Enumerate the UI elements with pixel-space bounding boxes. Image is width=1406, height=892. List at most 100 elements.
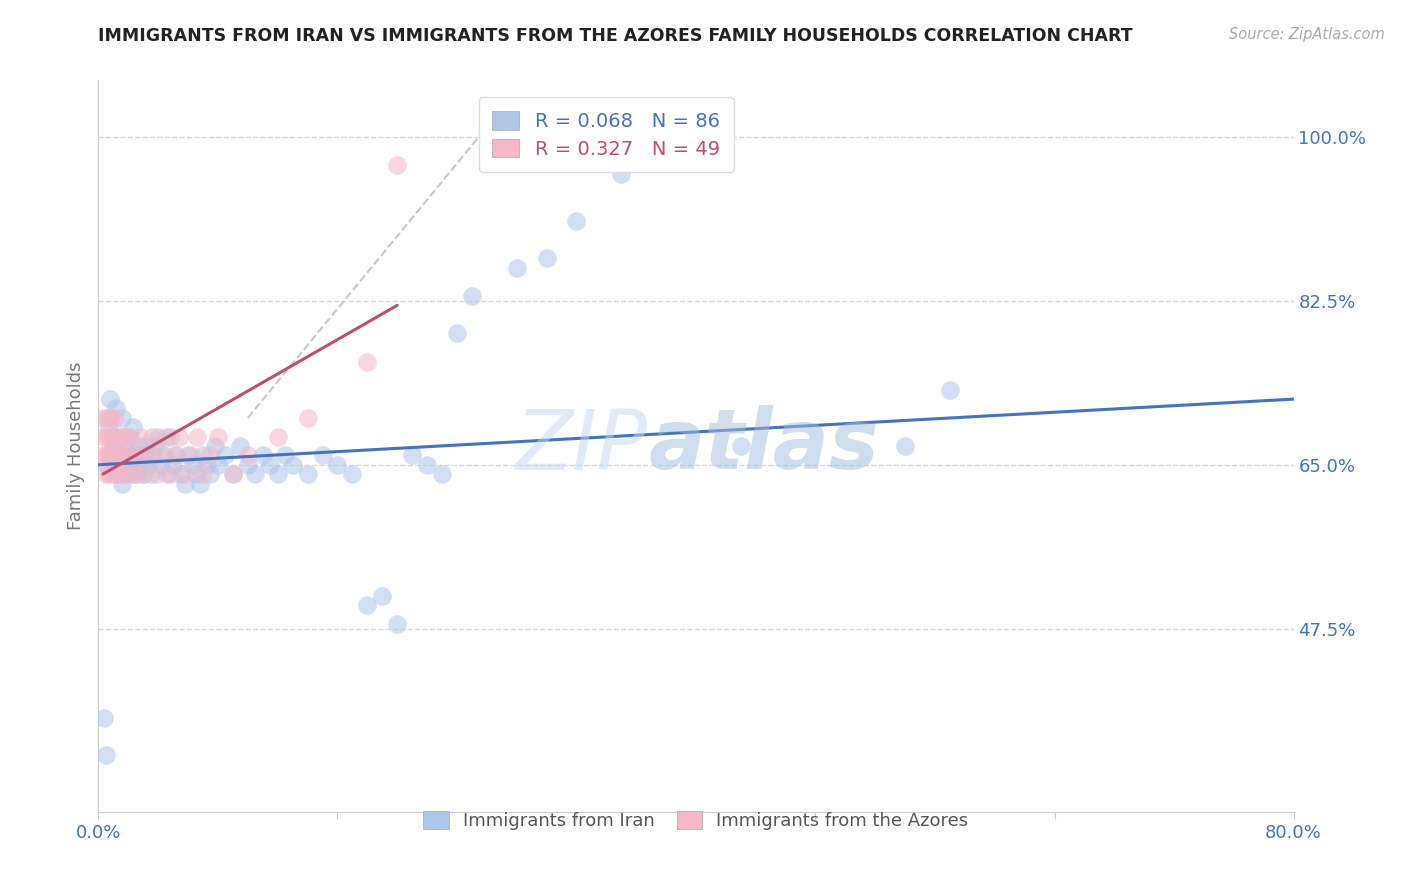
Point	[111, 467, 134, 482]
Point	[162, 458, 184, 472]
Point	[110, 449, 132, 463]
Point	[132, 467, 155, 482]
Point	[177, 449, 200, 463]
Point	[148, 429, 170, 443]
Point	[385, 617, 409, 632]
Point	[163, 449, 186, 463]
Point	[101, 449, 124, 463]
Y-axis label: Family Households: Family Households	[66, 362, 84, 530]
Point	[267, 429, 290, 443]
Point	[236, 449, 259, 463]
Point	[281, 458, 304, 472]
Point	[97, 449, 120, 463]
Point	[141, 429, 163, 443]
Point	[446, 326, 468, 341]
Point	[127, 467, 149, 482]
Point	[730, 439, 752, 453]
Point	[245, 467, 267, 482]
Point	[117, 449, 139, 463]
Point	[96, 458, 118, 472]
Point	[118, 429, 141, 443]
Point	[186, 429, 208, 443]
Point	[297, 467, 319, 482]
Point	[94, 748, 117, 763]
Point	[105, 467, 128, 482]
Point	[115, 467, 138, 482]
Point	[207, 458, 229, 472]
Point	[150, 458, 173, 472]
Point	[125, 449, 148, 463]
Point	[108, 429, 131, 443]
Point	[103, 439, 125, 453]
Point	[139, 467, 162, 482]
Point	[311, 449, 333, 463]
Point	[132, 467, 155, 482]
Point	[121, 420, 143, 434]
Point	[430, 467, 453, 482]
Point	[97, 467, 120, 482]
Point	[115, 458, 138, 472]
Point	[200, 467, 222, 482]
Point	[96, 410, 118, 425]
Point	[356, 599, 378, 613]
Text: ZIP: ZIP	[516, 406, 648, 486]
Point	[124, 467, 146, 482]
Point	[236, 458, 259, 472]
Point	[134, 449, 156, 463]
Point	[214, 449, 236, 463]
Point	[371, 589, 394, 603]
Point	[222, 467, 245, 482]
Point	[191, 467, 214, 482]
Point	[252, 449, 274, 463]
Point	[143, 439, 166, 453]
Point	[93, 410, 115, 425]
Point	[200, 449, 222, 463]
Text: atlas: atlas	[648, 406, 879, 486]
Point	[197, 458, 219, 472]
Point	[188, 476, 211, 491]
Point	[191, 449, 214, 463]
Point	[98, 410, 122, 425]
Point	[94, 467, 117, 482]
Point	[894, 439, 917, 453]
Point	[165, 449, 187, 463]
Point	[153, 449, 176, 463]
Text: Source: ZipAtlas.com: Source: ZipAtlas.com	[1229, 27, 1385, 42]
Point	[181, 458, 204, 472]
Point	[156, 467, 179, 482]
Point	[356, 354, 378, 368]
Point	[141, 449, 163, 463]
Point	[267, 467, 290, 482]
Point	[506, 260, 529, 275]
Point	[108, 458, 131, 472]
Point	[207, 429, 229, 443]
Point	[150, 449, 173, 463]
Point	[138, 458, 160, 472]
Point	[94, 449, 117, 463]
Point	[655, 129, 678, 144]
Point	[416, 458, 439, 472]
Point	[184, 467, 207, 482]
Point	[112, 467, 135, 482]
Point	[401, 449, 423, 463]
Point	[105, 401, 128, 416]
Point	[111, 410, 134, 425]
Point	[97, 449, 120, 463]
Point	[97, 420, 120, 434]
Point	[103, 429, 125, 443]
Point	[155, 429, 177, 443]
Point	[174, 467, 197, 482]
Point	[326, 458, 349, 472]
Point	[136, 449, 159, 463]
Point	[167, 429, 190, 443]
Point	[96, 429, 118, 443]
Point	[385, 158, 409, 172]
Point	[107, 449, 129, 463]
Point	[103, 467, 125, 482]
Point	[98, 429, 122, 443]
Point	[135, 439, 157, 453]
Point	[101, 449, 124, 463]
Point	[297, 410, 319, 425]
Point	[259, 458, 281, 472]
Point	[120, 449, 142, 463]
